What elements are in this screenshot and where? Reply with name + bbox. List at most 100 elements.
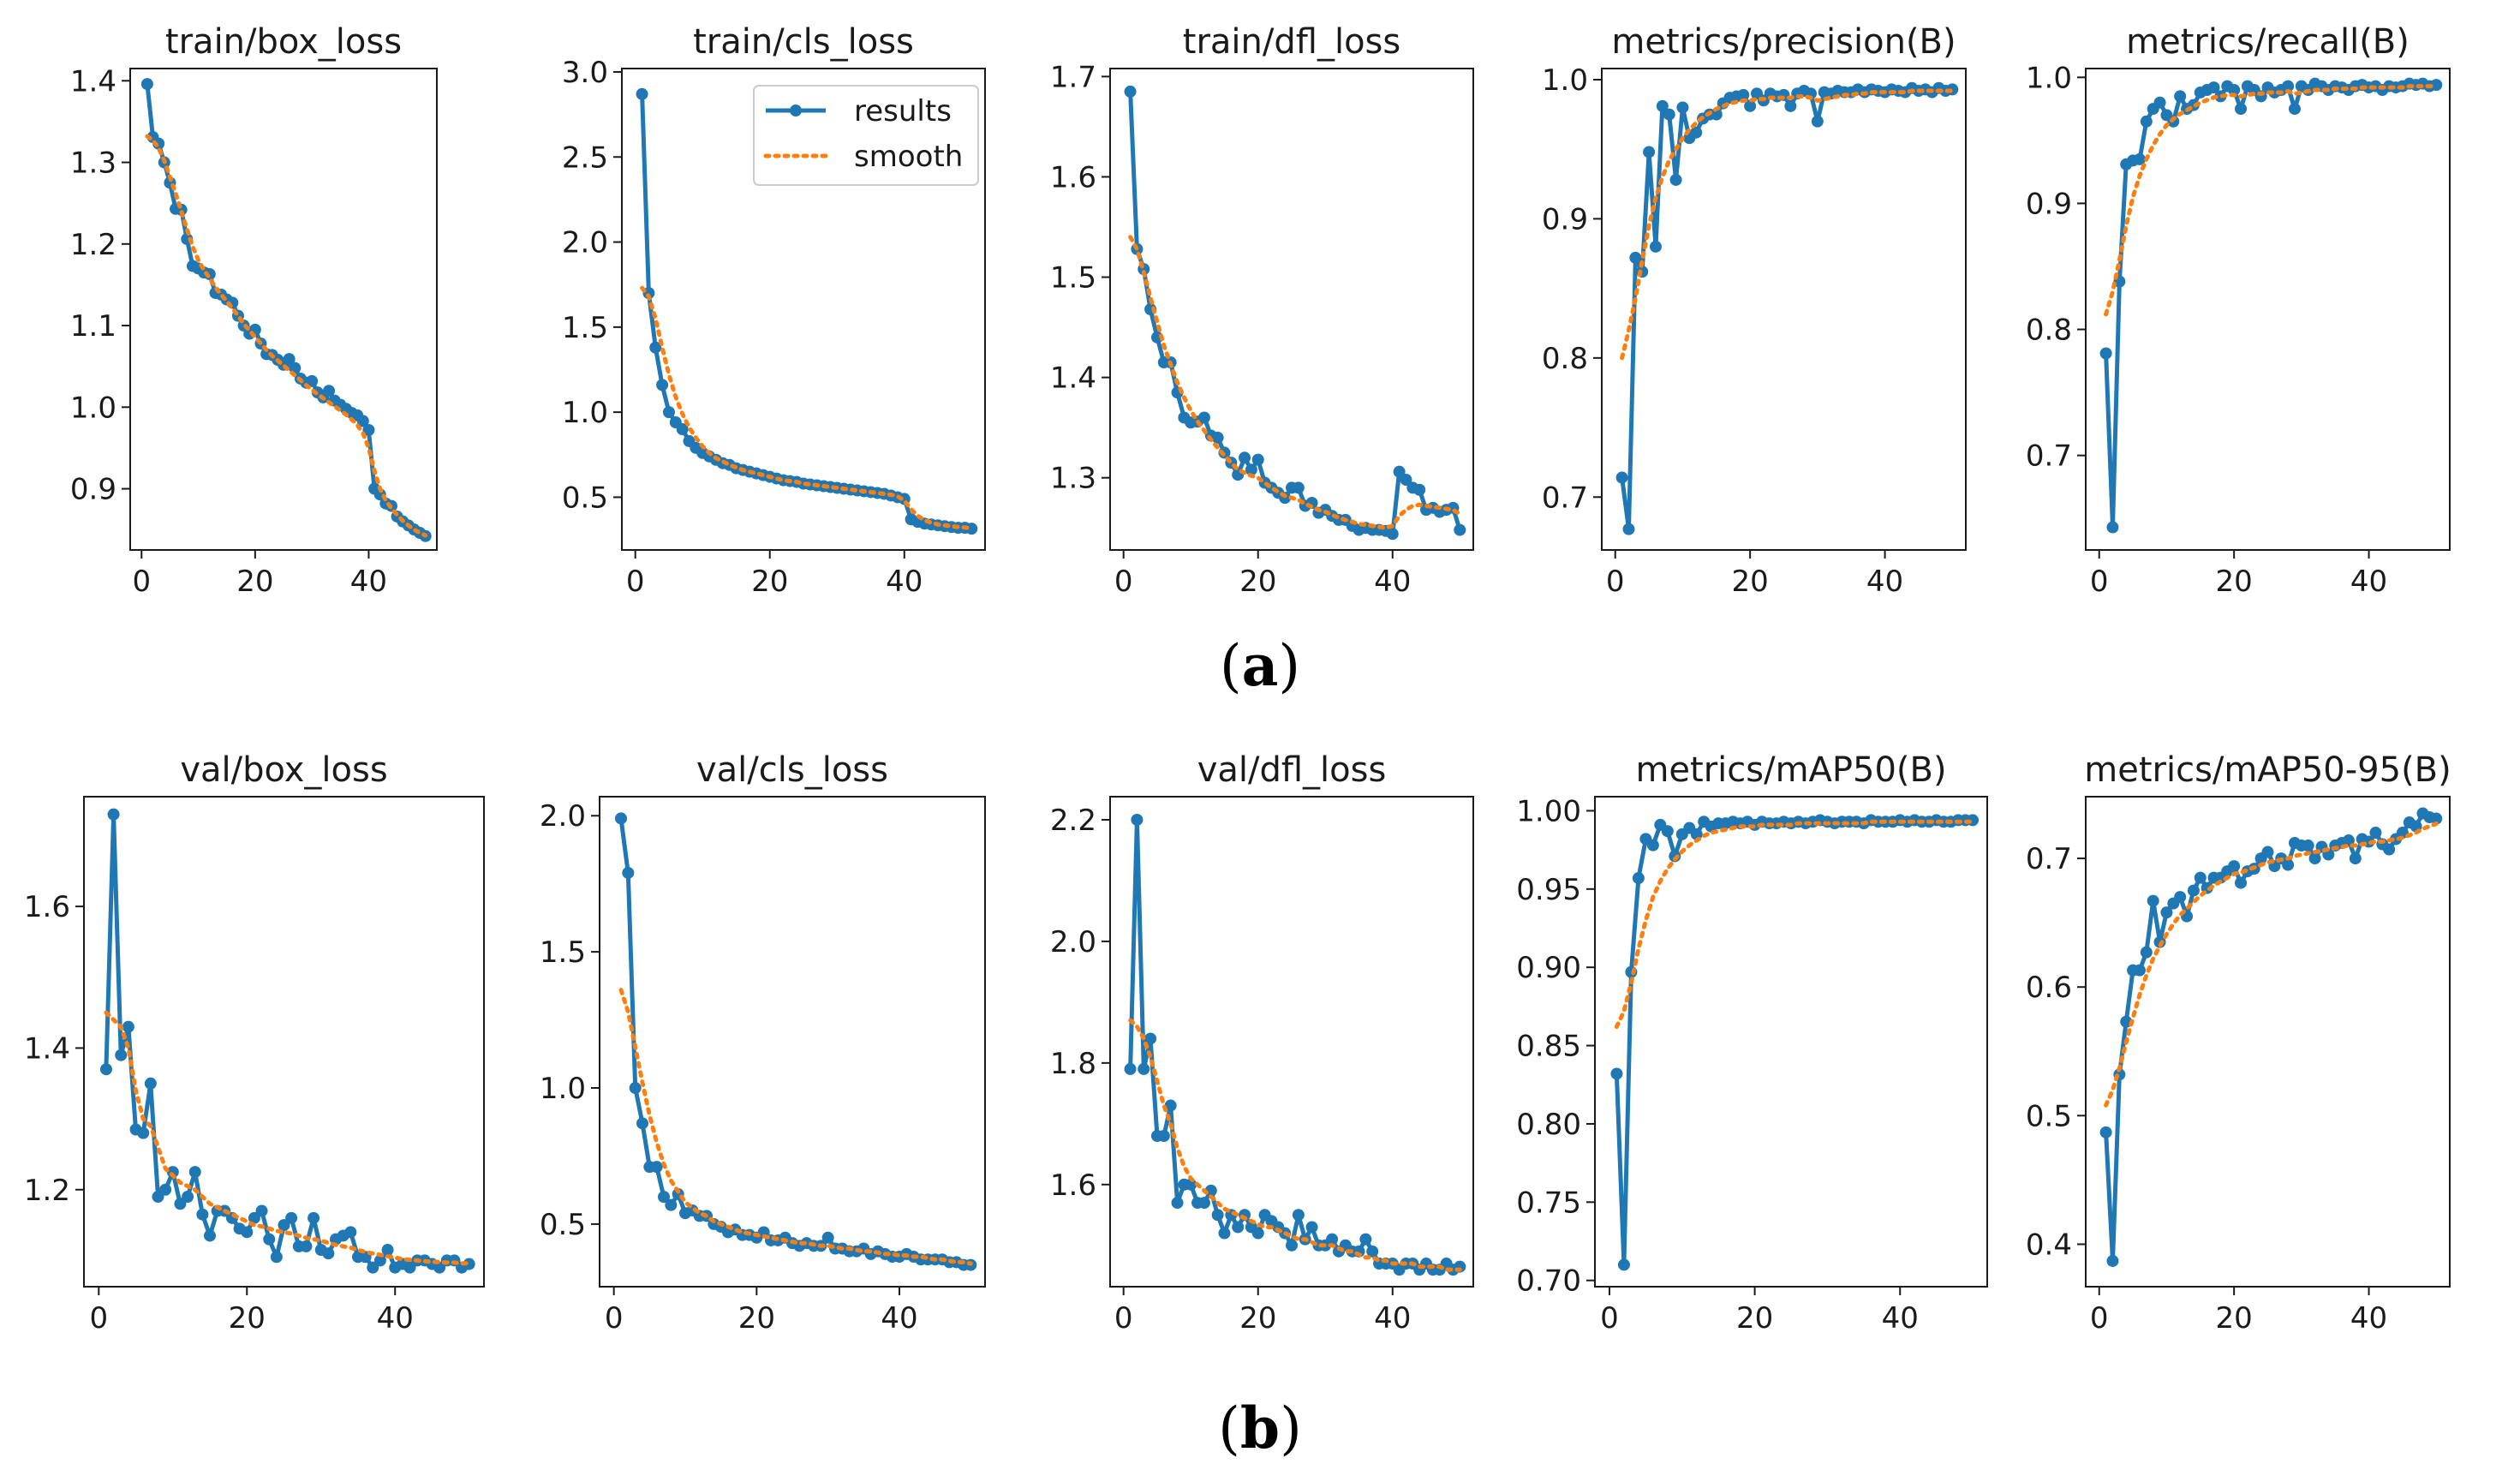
results-point <box>2282 858 2295 871</box>
plot-frame <box>129 68 438 551</box>
x-tick-label: 40 <box>881 1301 917 1336</box>
results-point <box>1197 411 1210 424</box>
results-point <box>1615 471 1628 484</box>
results-point <box>1157 1130 1170 1142</box>
results-point <box>1643 146 1656 158</box>
results-point <box>1454 523 1466 536</box>
results-point <box>278 1219 290 1232</box>
results-point <box>362 423 375 436</box>
results-point <box>2147 894 2159 907</box>
results-point <box>1656 99 1669 112</box>
y-tick-label: 1.4 <box>70 64 116 99</box>
results-point <box>248 1211 260 1224</box>
results-point <box>300 1240 313 1252</box>
plot-frame <box>621 68 986 551</box>
results-point <box>2308 852 2321 865</box>
results-point <box>1211 1209 1224 1222</box>
smooth-line <box>1128 235 1462 530</box>
results-point <box>1131 813 1144 826</box>
panel-metrics-precision-b-: metrics/precision(B) 0 20 40 0.7 0.8 0.9 1.0 <box>1542 22 1967 599</box>
results-point <box>159 1183 172 1196</box>
results-point <box>2228 860 2241 873</box>
x-tick-label: 0 <box>605 1301 624 1336</box>
x-tick-label: 20 <box>1239 1301 1276 1336</box>
y-tick-label: 1.00 <box>1516 794 1581 828</box>
results-point <box>2099 1126 2112 1138</box>
x-tick-label: 20 <box>751 565 788 599</box>
y-tick-label: 1.8 <box>1050 1047 1096 1081</box>
y-tick-label: 1.1 <box>70 309 116 344</box>
results-point <box>137 1126 150 1139</box>
results-point <box>1676 101 1689 114</box>
y-tick-label: 2.0 <box>562 226 608 260</box>
results-point <box>1124 1062 1137 1075</box>
legend-results-label: results <box>854 94 952 128</box>
results-point <box>1400 474 1412 487</box>
results-point <box>1413 483 1426 496</box>
results-point <box>1649 240 1662 253</box>
results-point <box>2235 876 2248 889</box>
results-point <box>2282 80 2295 93</box>
results-point <box>2140 946 2153 959</box>
y-tick-label: 1.0 <box>1542 63 1588 98</box>
y-tick-label: 0.80 <box>1516 1108 1581 1142</box>
results-point <box>2187 884 2200 897</box>
results-point <box>2174 90 2187 103</box>
results-point <box>323 385 336 397</box>
results-point <box>1251 453 1264 466</box>
x-tick-label: 20 <box>2216 565 2253 599</box>
x-tick-label: 40 <box>1374 565 1411 599</box>
results-point <box>1366 1245 1379 1258</box>
y-tick-label: 0.95 <box>1516 873 1581 907</box>
results-point <box>403 1261 416 1274</box>
x-tick-label: 20 <box>738 1301 775 1336</box>
x-tick-label: 20 <box>229 1301 266 1336</box>
caption-b: (b) <box>1218 1395 1302 1461</box>
results-point <box>373 1254 386 1267</box>
results-point <box>174 1198 187 1210</box>
results-point <box>676 423 689 436</box>
x-tick-label: 40 <box>377 1301 414 1336</box>
results-point <box>2174 891 2187 904</box>
results-point <box>821 1231 834 1244</box>
results-point <box>2383 843 2396 856</box>
x-tick-label: 0 <box>1600 1301 1619 1336</box>
results-point <box>2153 96 2166 109</box>
results-point <box>204 1229 217 1242</box>
results-point <box>196 1208 209 1221</box>
results-point <box>1305 1221 1318 1234</box>
results-point <box>263 1233 276 1246</box>
x-tick-label: 40 <box>1866 565 1903 599</box>
results-point <box>2430 812 2443 825</box>
x-tick-label: 40 <box>1882 1301 1919 1336</box>
results-point <box>1239 451 1251 464</box>
x-tick-label: 20 <box>2216 1301 2253 1336</box>
results-point <box>2099 347 2112 360</box>
results-point <box>1197 1197 1210 1210</box>
panel-title: train/box_loss <box>165 22 402 62</box>
results-point <box>2288 103 2301 116</box>
results-point <box>1646 839 1659 852</box>
results-point <box>2140 115 2153 128</box>
x-tick-label: 0 <box>2090 565 2109 599</box>
results-point <box>1171 1197 1184 1210</box>
panel-val-dfl-loss: val/dfl_loss 0 20 40 1.6 1.8 2.0 2.2 <box>1050 750 1474 1336</box>
smooth-line <box>104 1010 472 1266</box>
results-point <box>650 1161 663 1174</box>
results-point <box>1661 825 1674 838</box>
results-point <box>322 1247 335 1260</box>
results-point <box>1245 463 1257 476</box>
plot-frame <box>83 796 485 1288</box>
results-point <box>122 1020 134 1033</box>
panel-train-box-loss: train/box_loss 0 20 40 0.9 1.0 1.1 1.2 1.3 1.4 <box>70 22 438 599</box>
results-point <box>283 353 296 366</box>
y-tick-label: 0.5 <box>2026 1099 2072 1133</box>
x-tick-label: 40 <box>886 565 923 599</box>
results-point <box>965 523 978 535</box>
panel-metrics-map50-b-: metrics/mAP50(B) 0 20 40 0.70 0.75 0.80 0.85 0.9… <box>1516 750 1988 1336</box>
results-point <box>188 1166 201 1179</box>
y-tick-label: 0.7 <box>2026 842 2072 876</box>
y-tick-label: 1.5 <box>540 935 586 970</box>
results-point <box>662 406 675 419</box>
panel-title: train/cls_loss <box>693 22 914 62</box>
